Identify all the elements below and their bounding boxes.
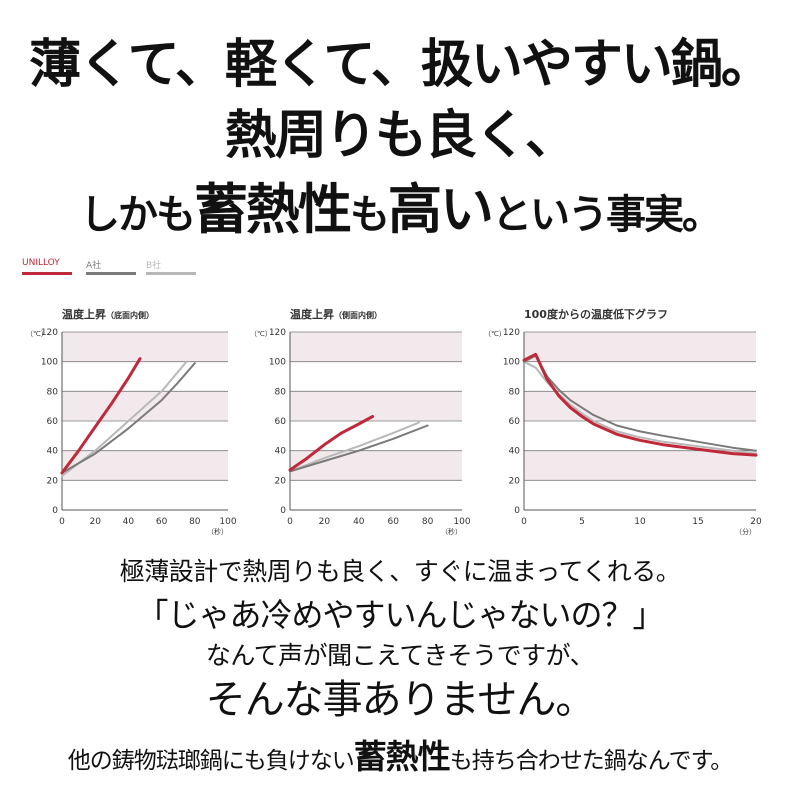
chart-1-series-a	[61, 362, 196, 474]
chart-2-xtick: 0	[287, 517, 293, 527]
chart-3-ytick: 0	[514, 506, 520, 516]
body-line-1: 極薄設計で熱周りも良く、すぐに温まってくれる。	[119, 557, 681, 586]
headline-line-3-d: 高い	[388, 177, 494, 241]
chart-1-xtick: 60	[156, 517, 168, 527]
headline-line-3-a: しかも	[80, 191, 196, 238]
legend-swatch-a	[86, 272, 136, 275]
chart-1-ytick: 0	[52, 506, 58, 516]
chart-2-yunit: （℃）	[250, 330, 272, 338]
body-line-4: そんな事ありません。	[205, 677, 596, 723]
legend-label-unilloy: UNILLOY	[22, 258, 60, 268]
headline-line-3-e: という事実。	[492, 191, 722, 238]
headline-line-3: しかも蓄熱性も高いという事実。	[0, 165, 800, 244]
legend-swatch-b	[146, 272, 196, 275]
legend-label-a: A社	[86, 261, 102, 271]
headline-line-3-b: 蓄熱性	[194, 177, 352, 241]
headline-line-3-c: も	[350, 191, 390, 238]
chart-3-ytick: 20	[509, 476, 521, 486]
chart-1-ytick: 60	[47, 417, 59, 427]
chart-3-band	[524, 450, 756, 481]
chart-2-subtitle: （側面内側）	[334, 310, 382, 320]
chart-2-band	[290, 391, 462, 421]
chart-1-yunit: （℃）	[26, 330, 48, 338]
chart-1-ytick: 40	[47, 447, 59, 457]
chart-3-ytick: 80	[509, 387, 521, 397]
chart-3-series-b	[523, 360, 757, 455]
chart-3-xunit: （分）	[735, 527, 756, 536]
legend-swatch-unilloy	[22, 272, 72, 275]
chart-2-xunit: （秒）	[441, 527, 462, 536]
body-line-5: 他の鋳物琺瑯鍋にも負けない蓄熱性も持ち合わせた鍋なんです。	[0, 730, 800, 778]
body-line-2: 「じゃあ冷めやすいんじゃないの？」	[136, 596, 664, 634]
chart-1-band	[62, 450, 228, 481]
headline-line-2: 熱周りも良く、	[224, 105, 577, 166]
chart-2-band	[290, 332, 462, 362]
chart-1-xtick: 20	[89, 517, 101, 527]
chart-1-ytick: 120	[41, 328, 58, 338]
chart-2-xtick: 100	[453, 517, 470, 527]
chart-2-title: 温度上昇（側面内側）	[290, 307, 382, 321]
body-line-5-b: 蓄熱性	[353, 737, 451, 776]
chart-1-xtick: 100	[219, 517, 236, 527]
chart-3-xtick: 10	[634, 517, 646, 527]
chart-1-band	[62, 332, 228, 362]
chart-2-series-unilloy	[288, 415, 375, 472]
chart-1-ytick: 20	[47, 476, 59, 486]
chart-3-band	[524, 391, 756, 421]
chart-2-ytick: 120	[269, 328, 286, 338]
legend-item-a: A社	[86, 258, 136, 275]
chart-3-ytick: 120	[503, 328, 520, 338]
chart-2-ytick: 40	[275, 447, 287, 457]
chart-3-xtick: 15	[692, 517, 703, 527]
chart-2-ytick: 20	[275, 476, 287, 486]
chart-2-series-b	[289, 421, 420, 473]
chart-2-series-a	[289, 424, 429, 473]
chart-1-xtick: 0	[59, 517, 65, 527]
headline-line-1: 薄くて、軽くて、扱いやすい鍋。	[29, 34, 773, 95]
body-line-5-a: 他の鋳物琺瑯鍋にも負けない	[67, 748, 355, 774]
chart-1-series-unilloy	[60, 357, 142, 475]
chart-1-xtick: 80	[189, 517, 201, 527]
chart-1-xunit: （秒）	[207, 527, 228, 536]
chart-2-ytick: 0	[280, 506, 286, 516]
chart-3-ytick: 40	[509, 447, 521, 457]
chart-2-ytick: 100	[269, 358, 286, 368]
chart-1-title: 温度上昇（底面内側）	[62, 307, 154, 321]
chart-3-ytick: 100	[503, 358, 520, 368]
body-line-5-c: も持ち合わせた鍋なんです。	[449, 748, 734, 774]
chart-1-ytick: 80	[47, 387, 59, 397]
chart-3-xtick: 0	[521, 517, 527, 527]
chart-2-xtick: 80	[422, 517, 434, 527]
chart-3-band	[524, 332, 756, 362]
chart-2-xtick: 40	[353, 517, 365, 527]
chart-2-ytick: 60	[275, 417, 287, 427]
chart-1-subtitle: （底面内側）	[106, 310, 154, 320]
chart-3-yunit: （℃）	[484, 330, 506, 338]
chart-2-band	[290, 450, 462, 481]
chart-3-series-unilloy	[522, 352, 758, 457]
chart-3-ytick: 60	[509, 417, 521, 427]
legend-item-unilloy: UNILLOY	[22, 258, 72, 275]
chart-2-xtick: 60	[387, 517, 399, 527]
chart-3-xtick: 20	[750, 517, 762, 527]
chart-3-title: 100度からの温度低下グラフ	[524, 307, 668, 321]
chart-1-ytick: 100	[41, 358, 58, 368]
chart-2-ytick: 80	[275, 387, 287, 397]
body-line-3: なんて声が聞こえてきそうですが、	[205, 641, 595, 670]
chart-1-xtick: 40	[123, 517, 135, 527]
chart-3-xtick: 5	[579, 517, 585, 527]
legend-item-b: B社	[146, 258, 196, 275]
legend-label-b: B社	[146, 261, 162, 271]
chart-2-xtick: 20	[319, 517, 331, 527]
